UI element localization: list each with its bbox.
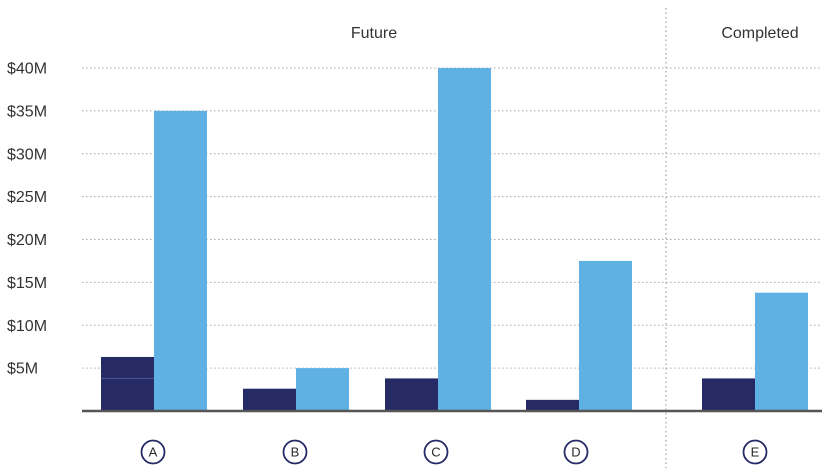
y-tick-label: $10M [7,318,47,335]
section-label-future: Future [351,25,397,42]
y-tick-label: $25M [7,189,47,206]
y-tick-label: $15M [7,275,47,292]
y-tick-label: $20M [7,232,47,249]
category-label: A [149,445,158,460]
category-label: C [431,445,440,460]
section-label-completed: Completed [721,25,798,42]
y-tick-label: $40M [7,61,47,78]
bar-c-s1 [385,378,438,411]
bar-c-s2 [438,68,491,411]
category-label: D [571,445,580,460]
bar-a-s1 [101,356,154,411]
y-tick-label: $30M [7,146,47,163]
bars [101,68,808,411]
bar-b-s1 [243,388,296,411]
category-badge [140,439,166,465]
y-tick-label: $5M [7,361,38,378]
category-label: B [291,445,300,460]
y-axis-labels: $5M $10M $15M $20M $25M $30M $35M $40M [7,61,47,378]
gridlines [82,67,822,369]
category-badge [282,439,308,465]
bar-e-s1 [702,378,755,411]
bar-d-s2 [579,260,632,411]
bar-b-s2 [296,368,349,411]
category-label: E [751,445,760,460]
bar-a-s2 [154,110,207,411]
bar-d-s1 [526,399,579,411]
category-badge [423,439,449,465]
y-tick-label: $35M [7,103,47,120]
category-badge [742,439,768,465]
category-badge [563,439,589,465]
category-labels: A B C D E [140,439,768,465]
bar-e-s2 [755,292,808,411]
